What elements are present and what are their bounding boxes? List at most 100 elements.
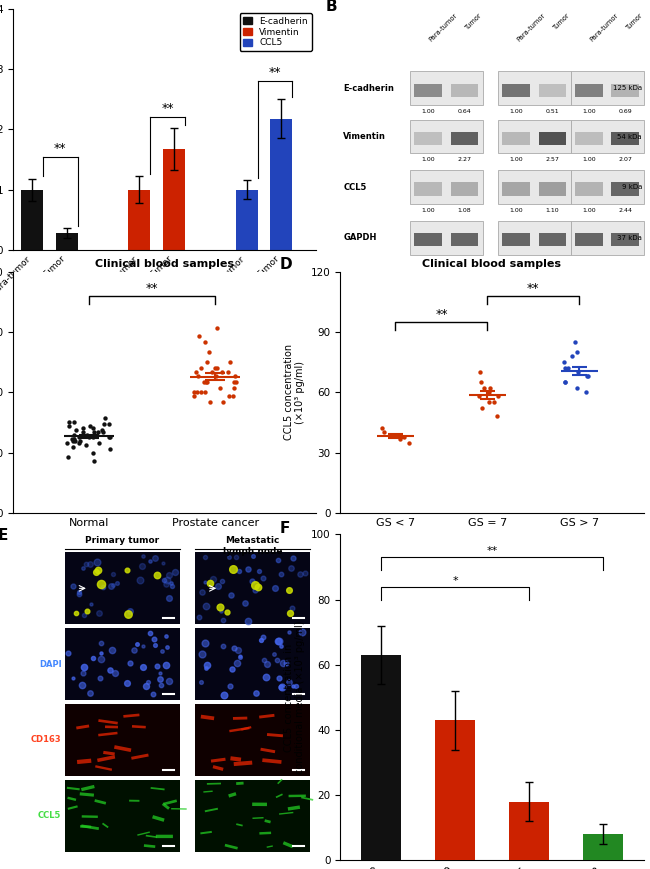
Bar — [451, 182, 478, 196]
Point — [93, 426, 103, 440]
Text: 1.00: 1.00 — [421, 208, 435, 213]
Point — [567, 349, 578, 363]
Bar — [415, 233, 442, 247]
Point — [564, 362, 574, 375]
Text: 0.64: 0.64 — [458, 109, 471, 114]
Text: E-cadherin: E-cadherin — [343, 83, 395, 93]
Bar — [571, 221, 644, 255]
Point — [104, 429, 114, 443]
Text: 2.27: 2.27 — [458, 157, 472, 163]
Point — [191, 365, 202, 379]
Text: **: ** — [54, 142, 66, 155]
Bar — [435, 720, 475, 860]
Y-axis label: CCL5 concentration
(×10³ pg/ml): CCL5 concentration (×10³ pg/ml) — [284, 344, 306, 441]
Text: Vimentin: Vimentin — [343, 132, 386, 141]
Text: E: E — [0, 528, 8, 543]
Point — [572, 345, 582, 359]
Point — [222, 365, 233, 379]
Bar — [539, 83, 566, 96]
Point — [560, 375, 570, 389]
Text: **: ** — [486, 547, 497, 556]
Bar — [21, 189, 43, 250]
Text: 0.51: 0.51 — [546, 109, 560, 114]
Bar — [410, 221, 483, 255]
Point — [225, 355, 235, 369]
Bar — [451, 132, 478, 145]
Bar — [195, 779, 310, 852]
Title: Clinical blood samples: Clinical blood samples — [422, 260, 562, 269]
Text: 1.00: 1.00 — [421, 157, 435, 163]
Bar — [270, 118, 292, 250]
Text: **: ** — [161, 103, 174, 116]
Point — [489, 395, 500, 409]
Text: F: F — [280, 521, 290, 536]
Point — [214, 381, 225, 395]
Bar — [128, 189, 150, 250]
Point — [188, 389, 199, 403]
Point — [484, 385, 494, 399]
Point — [200, 335, 211, 349]
Bar — [415, 182, 442, 196]
Text: 2.44: 2.44 — [618, 208, 632, 213]
Bar — [451, 233, 478, 247]
Point — [82, 428, 92, 441]
Bar — [575, 233, 603, 247]
Point — [571, 381, 582, 395]
Point — [81, 438, 91, 452]
Point — [230, 369, 240, 383]
Point — [199, 375, 209, 389]
Point — [97, 423, 107, 437]
Bar — [498, 221, 571, 255]
Point — [376, 421, 387, 435]
Text: 1.00: 1.00 — [421, 109, 435, 114]
Point — [485, 381, 495, 395]
Text: B: B — [325, 0, 337, 14]
Point — [484, 395, 494, 409]
Point — [479, 381, 489, 395]
Point — [84, 420, 95, 434]
Point — [70, 423, 81, 437]
Bar — [539, 233, 566, 247]
Bar — [502, 233, 530, 247]
Point — [192, 385, 202, 399]
Point — [205, 395, 215, 409]
Point — [229, 375, 239, 389]
Bar — [64, 553, 179, 624]
Point — [475, 365, 486, 379]
Point — [559, 355, 569, 369]
Point — [105, 429, 115, 443]
Point — [476, 401, 487, 415]
Bar — [502, 132, 530, 145]
Point — [69, 428, 79, 441]
Text: 9 kDa: 9 kDa — [621, 184, 642, 190]
Bar — [64, 628, 179, 700]
Title: Clinical blood samples: Clinical blood samples — [95, 260, 234, 269]
Point — [201, 375, 211, 389]
Point — [207, 365, 218, 379]
Point — [217, 365, 228, 379]
Point — [69, 415, 79, 429]
Text: 125 kDa: 125 kDa — [613, 85, 642, 91]
Point — [189, 385, 200, 399]
Bar — [498, 71, 571, 105]
Point — [67, 432, 77, 446]
Bar — [612, 182, 639, 196]
Bar — [235, 189, 257, 250]
Bar — [575, 132, 603, 145]
Point — [77, 421, 88, 435]
Bar — [361, 655, 401, 860]
Point — [64, 420, 74, 434]
Text: Primary tumor: Primary tumor — [85, 536, 159, 545]
Point — [228, 389, 239, 403]
Point — [94, 435, 105, 449]
Text: **: ** — [527, 282, 540, 295]
Point — [202, 355, 212, 369]
Point — [398, 429, 409, 443]
Text: 1.00: 1.00 — [510, 208, 523, 213]
Text: D: D — [280, 257, 292, 272]
Text: 1.00: 1.00 — [582, 208, 596, 213]
Text: 2.57: 2.57 — [545, 157, 560, 163]
Bar — [575, 83, 603, 96]
Point — [62, 435, 72, 449]
Point — [196, 385, 206, 399]
